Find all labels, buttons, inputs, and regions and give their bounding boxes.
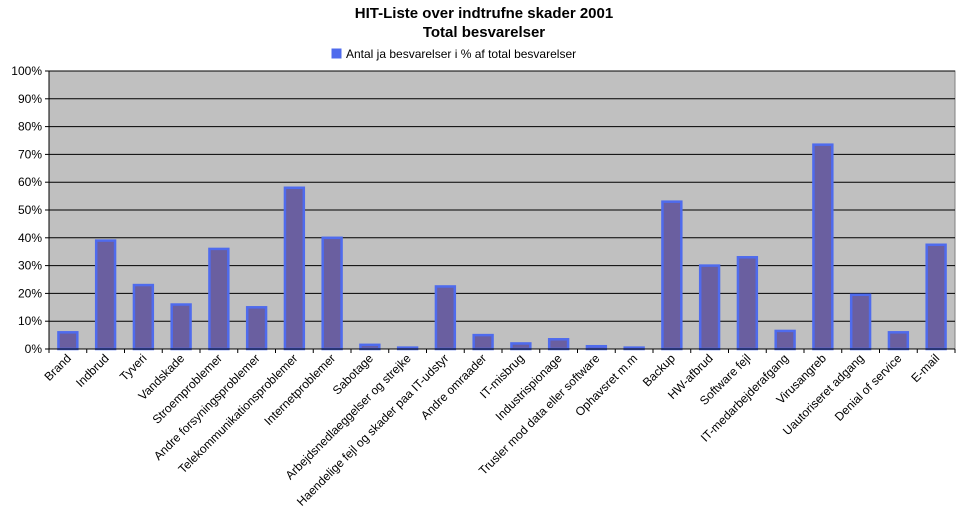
category-label: Andre omraader	[418, 351, 489, 422]
legend-swatch	[331, 48, 342, 59]
y-tick-label: 70%	[18, 147, 42, 161]
category-label: Stroemproblemer	[150, 351, 225, 426]
y-tick-label: 40%	[18, 231, 42, 245]
bar	[774, 329, 796, 351]
x-axis: Brand Indbrud TyveriVandskadeStroemproblem…	[41, 348, 956, 509]
legend-label: Antal ja besvarelser i % af total besvar…	[346, 47, 576, 61]
category-label: Indbrud	[73, 351, 112, 390]
gridlines	[49, 70, 955, 322]
category-label: Industrispionage	[493, 351, 565, 423]
bar	[434, 285, 457, 351]
y-tick-label: 100%	[11, 64, 42, 78]
bar	[170, 303, 192, 351]
bar	[359, 343, 381, 351]
bar	[245, 306, 268, 351]
legend: Antal ja besvarelser i % af total besvar…	[331, 47, 576, 61]
y-tick-label: 20%	[18, 286, 42, 300]
bar	[698, 264, 721, 351]
category-label: Tyveri	[117, 351, 150, 384]
bar	[812, 143, 834, 351]
bar	[661, 200, 683, 351]
chart-title: HIT-Liste over indtrufne skader 2001	[354, 5, 614, 22]
chart-subtitle: Total besvarelser	[422, 24, 546, 41]
y-tick-label: 50%	[18, 203, 42, 217]
bar	[208, 247, 230, 351]
bar	[849, 293, 872, 351]
y-tick-label: 30%	[18, 259, 42, 273]
bars	[57, 143, 947, 351]
bar	[736, 256, 759, 351]
bar	[94, 239, 117, 351]
bar	[321, 236, 343, 351]
bar	[132, 283, 155, 351]
category-label: Internetproblemer	[261, 351, 338, 428]
bar	[887, 331, 910, 351]
category-label: E-mail	[908, 351, 942, 385]
bar	[547, 338, 570, 351]
category-label: Denial of service	[832, 351, 905, 424]
y-tick-label: 90%	[18, 92, 42, 106]
bar	[472, 333, 494, 351]
chart-title-block: HIT-Liste over indtrufne skader 2001 Tot…	[0, 4, 968, 42]
bar	[510, 342, 532, 351]
category-label: Brand	[41, 351, 74, 384]
bar	[925, 243, 947, 351]
bar	[283, 186, 306, 351]
bar	[57, 331, 79, 351]
y-tick-label: 80%	[18, 120, 42, 134]
y-tick-label: 0%	[25, 342, 43, 356]
y-axis: 0% 10% 20% 30% 40% 50% 60% 70% 80% 90% 100%	[11, 64, 50, 356]
y-tick-label: 10%	[18, 314, 42, 328]
y-tick-label: 60%	[18, 175, 42, 189]
